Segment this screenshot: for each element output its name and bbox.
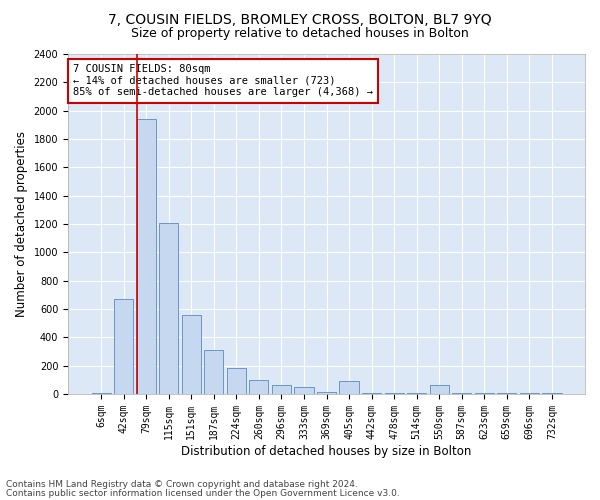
Text: Size of property relative to detached houses in Bolton: Size of property relative to detached ho… [131, 28, 469, 40]
Bar [250, 380, 268, 394]
Bar [114, 299, 133, 394]
Text: 7, COUSIN FIELDS, BROMLEY CROSS, BOLTON, BL7 9YQ: 7, COUSIN FIELDS, BROMLEY CROSS, BOLTON,… [108, 12, 492, 26]
Bar [272, 385, 291, 394]
Text: Contains public sector information licensed under the Open Government Licence v3: Contains public sector information licen… [6, 488, 400, 498]
Bar [340, 381, 359, 394]
Bar [430, 386, 449, 394]
Bar [137, 119, 156, 394]
Bar [204, 350, 223, 394]
Text: 7 COUSIN FIELDS: 80sqm
← 14% of detached houses are smaller (723)
85% of semi-de: 7 COUSIN FIELDS: 80sqm ← 14% of detached… [73, 64, 373, 98]
Bar [182, 314, 201, 394]
Bar [92, 393, 110, 394]
Bar [227, 368, 246, 394]
Bar [159, 222, 178, 394]
Y-axis label: Number of detached properties: Number of detached properties [15, 131, 28, 317]
Bar [295, 387, 314, 394]
Text: Contains HM Land Registry data © Crown copyright and database right 2024.: Contains HM Land Registry data © Crown c… [6, 480, 358, 489]
X-axis label: Distribution of detached houses by size in Bolton: Distribution of detached houses by size … [181, 444, 472, 458]
Bar [317, 392, 336, 394]
